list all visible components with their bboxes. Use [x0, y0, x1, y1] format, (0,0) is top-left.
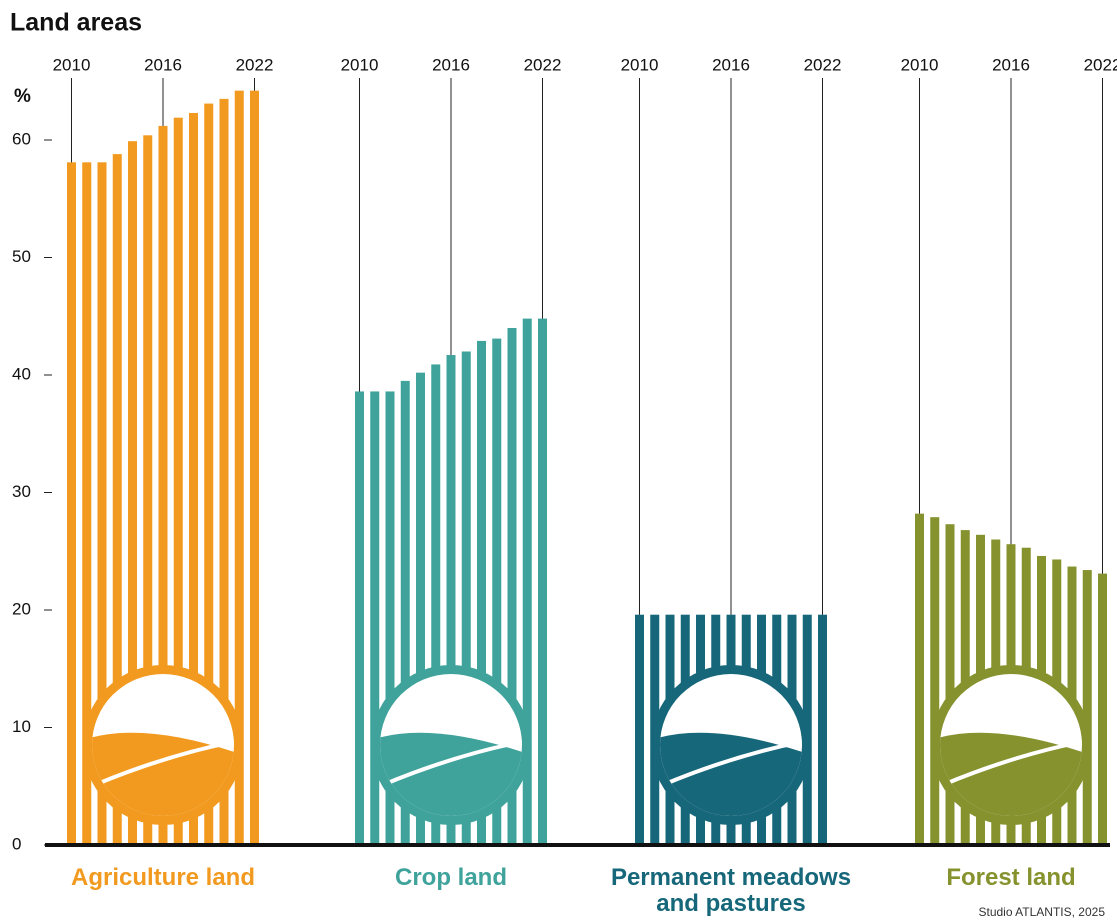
bar: [818, 614, 827, 845]
bar: [97, 162, 107, 845]
bar: [234, 90, 244, 845]
chart-title: Land areas: [10, 9, 142, 37]
bar: [128, 141, 137, 846]
series-label: Crop land: [395, 864, 507, 891]
bar: [507, 328, 517, 845]
bar: [522, 318, 532, 846]
bar: [67, 162, 76, 845]
bar: [1098, 573, 1107, 845]
x-tick-label: 2022: [524, 55, 562, 74]
x-tick-label: 2010: [621, 55, 659, 74]
y-tick-label: 0: [12, 834, 21, 853]
bar: [370, 391, 380, 845]
bar: [431, 364, 441, 845]
bar: [1082, 570, 1092, 845]
bar: [355, 391, 364, 845]
bar: [416, 372, 425, 845]
bar: [143, 135, 153, 846]
bar: [477, 340, 486, 845]
bar: [446, 355, 456, 845]
bar: [385, 391, 395, 845]
icon-hill: [92, 732, 234, 816]
x-tick-label: 2016: [144, 55, 182, 74]
x-tick-label: 2022: [1084, 55, 1117, 74]
series-label: Forest land: [946, 864, 1076, 891]
x-tick-label: 2010: [53, 55, 91, 74]
source: Studio ATLANTIS, 2025: [978, 905, 1105, 919]
bar: [945, 524, 955, 845]
bar: [930, 517, 940, 845]
bar: [173, 117, 183, 846]
bar: [400, 380, 410, 845]
y-tick-label: 40: [12, 364, 31, 383]
icon-hill: [660, 732, 802, 816]
x-tick-label: 2022: [236, 55, 274, 74]
y-tick-label: 50: [12, 247, 31, 266]
x-tick-label: 2016: [712, 55, 750, 74]
bar: [538, 318, 547, 846]
bar: [635, 614, 644, 845]
bar: [112, 154, 122, 846]
y-tick-label: 60: [12, 129, 31, 148]
x-tick-label: 2016: [432, 55, 470, 74]
bar: [158, 125, 168, 845]
y-tick-label: 30: [12, 482, 31, 501]
icon-hill: [940, 732, 1082, 816]
bar: [461, 351, 471, 845]
y-tick-label: 20: [12, 599, 31, 618]
bar: [219, 98, 229, 845]
bar: [204, 103, 214, 845]
y-tick-label: 10: [12, 717, 31, 736]
bar: [250, 90, 259, 845]
bar: [189, 112, 198, 846]
icon-hill: [380, 732, 522, 816]
series-label: Agriculture land: [70, 864, 256, 891]
bar: [82, 162, 92, 845]
x-tick-label: 2010: [901, 55, 939, 74]
x-tick-label: 2010: [341, 55, 379, 74]
bar: [492, 338, 502, 845]
x-tick-label: 2022: [804, 55, 842, 74]
series-label: Permanent meadows and pastures: [610, 864, 852, 917]
x-tick-label: 2016: [992, 55, 1030, 74]
bar: [915, 513, 924, 845]
y-axis-label: %: [14, 86, 31, 107]
